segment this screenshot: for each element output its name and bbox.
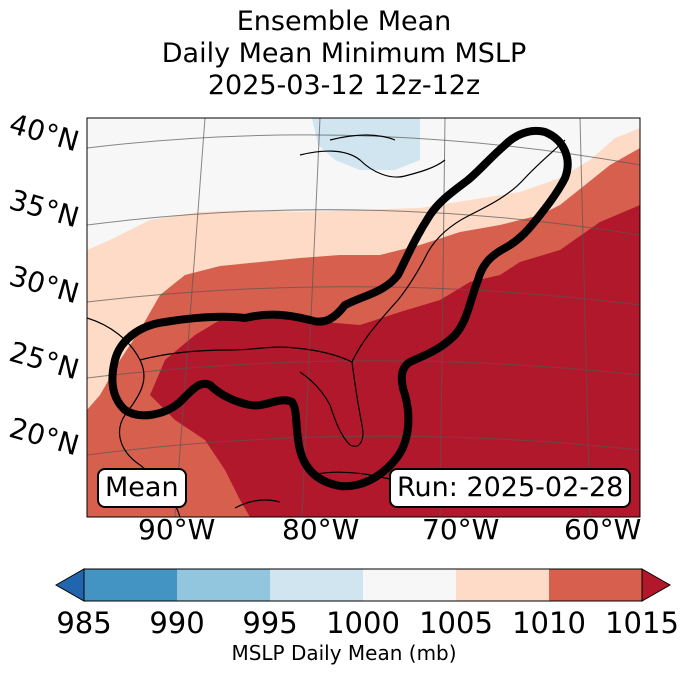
- lon-label-80: 80°W: [282, 513, 360, 546]
- map-frame: [86, 117, 641, 518]
- colorbar: [54, 568, 672, 602]
- colorbar-995-1000: [270, 569, 363, 601]
- colorbar-985-990: [84, 569, 177, 601]
- colorbar-tick-1005: 1005: [419, 606, 493, 640]
- title-line-2: Daily Mean Minimum MSLP: [161, 38, 527, 69]
- colorbar-tick-1000: 1000: [326, 606, 400, 640]
- lon-label-60: 60°W: [564, 513, 642, 546]
- colorbar-990-995: [177, 569, 270, 601]
- black-outline-contour: [108, 126, 572, 491]
- run-date-badge: Run: 2025-02-28: [389, 468, 632, 508]
- colorbar-under-arrow: [54, 568, 85, 602]
- title-line-3: 2025-03-12 12z-12z: [207, 70, 481, 101]
- colorbar-over-arrow: [641, 568, 672, 602]
- colorbar-tick-985: 985: [56, 606, 112, 640]
- lon-label-90: 90°W: [138, 513, 216, 546]
- colorbar-tick-990: 990: [149, 606, 205, 640]
- colorbar-tick-1015: 1015: [605, 606, 679, 640]
- mean-badge: Mean: [97, 468, 187, 508]
- colorbar-tick-995: 995: [242, 606, 298, 640]
- colorbar-1005-1010: [456, 569, 549, 601]
- colorbar-frame: [83, 568, 643, 602]
- title-line-1: Ensemble Mean: [236, 6, 452, 37]
- field-995-1000: [312, 118, 420, 170]
- lon-label-70: 70°W: [422, 513, 500, 546]
- colorbar-1010-1015: [549, 569, 642, 601]
- colorbar-tick-1010: 1010: [512, 606, 586, 640]
- colorbar-1000-1005: [363, 569, 456, 601]
- colorbar-label: MSLP Daily Mean (mb): [231, 641, 457, 665]
